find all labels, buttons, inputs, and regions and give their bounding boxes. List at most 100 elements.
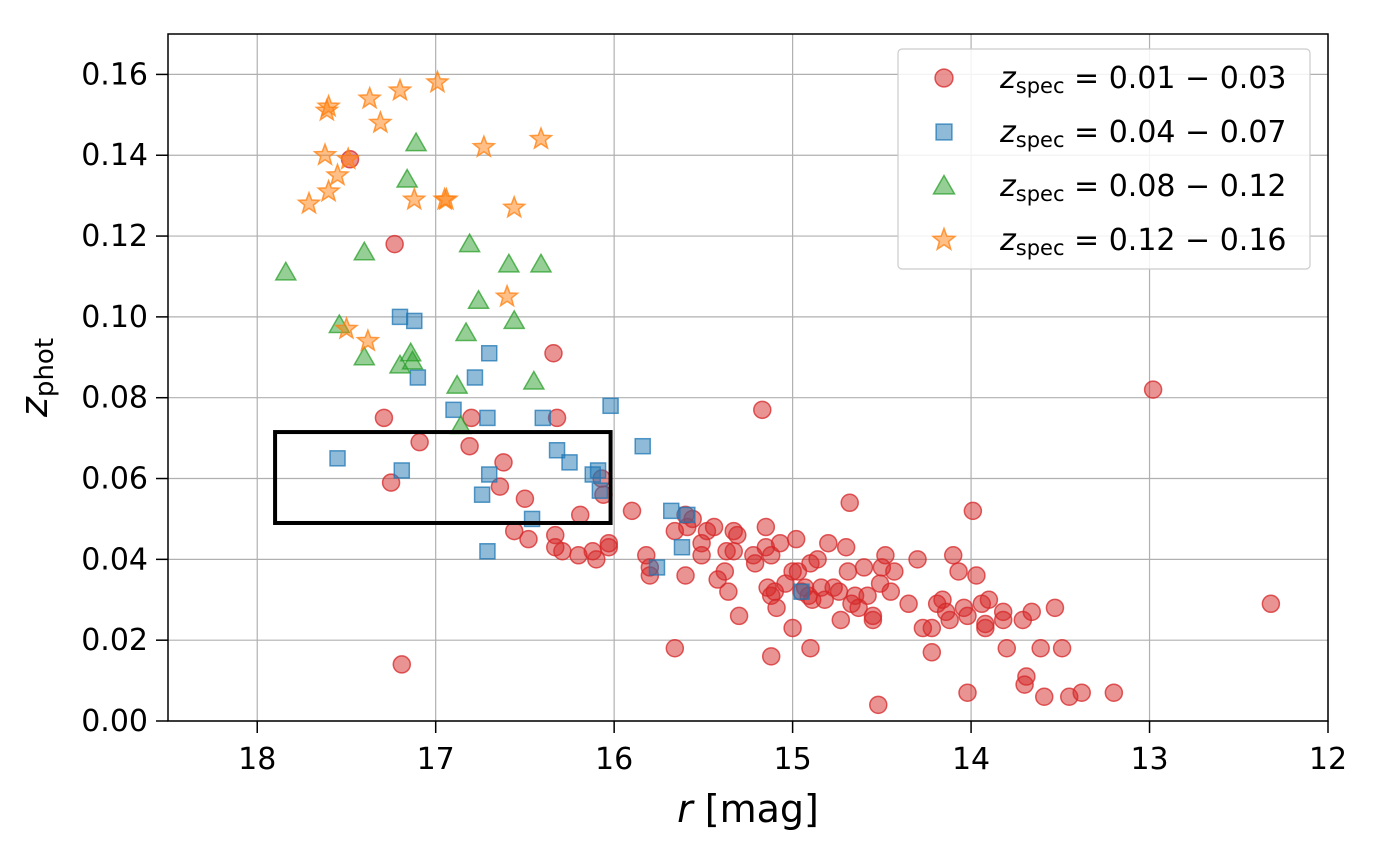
data-point-circle xyxy=(949,562,968,581)
data-point-circle xyxy=(876,546,895,565)
data-point-circle xyxy=(704,517,724,537)
legend-marker-circle xyxy=(934,68,954,88)
legend-marker-triangle xyxy=(932,173,956,195)
legend-item-4: zspec = 0.12 − 0.16 xyxy=(930,223,1287,260)
data-point-star xyxy=(325,162,351,187)
data-point-circle xyxy=(922,643,942,662)
x-tick-label: 14 xyxy=(952,742,990,777)
data-point-circle xyxy=(392,655,412,674)
data-point-triangle xyxy=(522,370,546,390)
data-point-square xyxy=(648,559,666,576)
data-point-circle xyxy=(831,610,851,630)
data-point-circle xyxy=(724,542,743,561)
data-point-circle xyxy=(854,558,874,577)
data-point-circle xyxy=(729,606,749,626)
legend-label-var: z xyxy=(999,169,1017,204)
data-point-square xyxy=(589,462,607,479)
x-tick-label: 15 xyxy=(774,742,812,777)
legend-label: zspec = 0.04 − 0.07 xyxy=(999,115,1287,152)
data-point-circle xyxy=(908,550,927,569)
y-axis-var: z xyxy=(12,396,56,418)
x-tick-label: 18 xyxy=(238,742,276,777)
data-point-square xyxy=(673,538,691,556)
data-point-circle xyxy=(622,501,642,521)
data-point-circle xyxy=(801,639,820,658)
data-point-star xyxy=(357,85,383,110)
x-axis-label: r [mag] xyxy=(677,787,819,831)
data-point-circle xyxy=(544,344,563,363)
data-point-triangle xyxy=(353,240,376,261)
data-point-circle xyxy=(724,521,743,541)
data-point-star xyxy=(333,315,359,340)
data-point-circle xyxy=(836,537,856,557)
legend-label-sub: spec xyxy=(1016,182,1065,206)
data-point-triangle xyxy=(395,167,419,188)
data-point-square xyxy=(561,454,578,471)
data-point-circle xyxy=(808,550,827,569)
data-point-circle xyxy=(756,517,776,537)
y-tick-label: 0.08 xyxy=(81,381,148,416)
data-point-square xyxy=(479,409,496,427)
data-point-triangle xyxy=(401,349,424,370)
data-point-circle xyxy=(1143,380,1163,399)
data-point-star xyxy=(387,77,413,102)
data-point-circle xyxy=(1034,687,1054,707)
data-point-circle xyxy=(922,618,942,638)
data-point-circle xyxy=(940,610,959,630)
data-point-circle xyxy=(410,432,429,452)
data-point-circle xyxy=(1072,683,1091,702)
x-axis-unit: [mag] xyxy=(705,787,819,831)
data-point-circle xyxy=(692,546,711,565)
data-point-circle xyxy=(770,533,790,553)
data-point-circle xyxy=(765,582,785,601)
data-point-square xyxy=(663,502,680,520)
data-point-square xyxy=(393,462,411,479)
data-point-circle xyxy=(374,408,394,428)
data-point-triangle xyxy=(502,309,526,330)
data-point-square xyxy=(548,441,566,459)
data-point-circle xyxy=(858,586,877,605)
data-point-star xyxy=(433,186,459,211)
axis-ticks: 18 17 16 15 14 13 12 0.00 0.02 0.04 0.06 0.08 0.10 0.… xyxy=(81,57,1347,777)
data-point-square xyxy=(473,486,491,503)
legend-marker-star xyxy=(930,226,958,252)
legend-label: zspec = 0.08 − 0.12 xyxy=(999,169,1287,206)
y-tick-label: 0.16 xyxy=(81,57,148,92)
data-point-triangle xyxy=(445,374,469,394)
data-point-circle xyxy=(885,562,904,581)
legend-item-2: zspec = 0.04 − 0.07 xyxy=(935,115,1287,152)
data-point-circle xyxy=(761,647,781,666)
data-point-circle xyxy=(547,408,567,428)
data-point-circle xyxy=(976,614,995,634)
y-tick-label: 0.14 xyxy=(81,138,148,173)
data-point-circle xyxy=(1015,675,1034,694)
data-point-square xyxy=(409,369,427,386)
data-point-star xyxy=(501,194,527,219)
data-points xyxy=(274,69,1281,715)
data-point-circle xyxy=(515,489,535,508)
legend-label-range: = 0.01 − 0.03 xyxy=(1065,61,1287,96)
data-point-star xyxy=(401,186,427,211)
data-point-circle xyxy=(958,606,977,626)
legend-label-sub: spec xyxy=(1016,128,1065,152)
data-point-circle xyxy=(745,554,765,573)
data-point-star xyxy=(367,109,393,134)
data-point-square xyxy=(480,466,498,483)
data-point-circle xyxy=(676,566,695,585)
y-tick-label: 0.10 xyxy=(81,300,148,335)
data-point-circle xyxy=(819,533,838,553)
series-1 xyxy=(340,150,1281,715)
data-point-triangle xyxy=(274,260,298,281)
data-point-circle xyxy=(899,594,918,614)
data-point-square xyxy=(406,312,423,330)
data-point-square xyxy=(445,401,462,419)
data-point-circle xyxy=(963,501,983,521)
data-point-circle xyxy=(719,582,738,601)
y-axis-sub: phot xyxy=(30,338,60,397)
data-point-square xyxy=(479,543,496,560)
data-point-square xyxy=(391,308,409,326)
legend-label-sub: spec xyxy=(1016,74,1065,98)
data-point-circle xyxy=(1022,602,1042,622)
legend-label-range: = 0.12 − 0.16 xyxy=(1065,223,1287,258)
data-point-circle xyxy=(1261,594,1281,614)
